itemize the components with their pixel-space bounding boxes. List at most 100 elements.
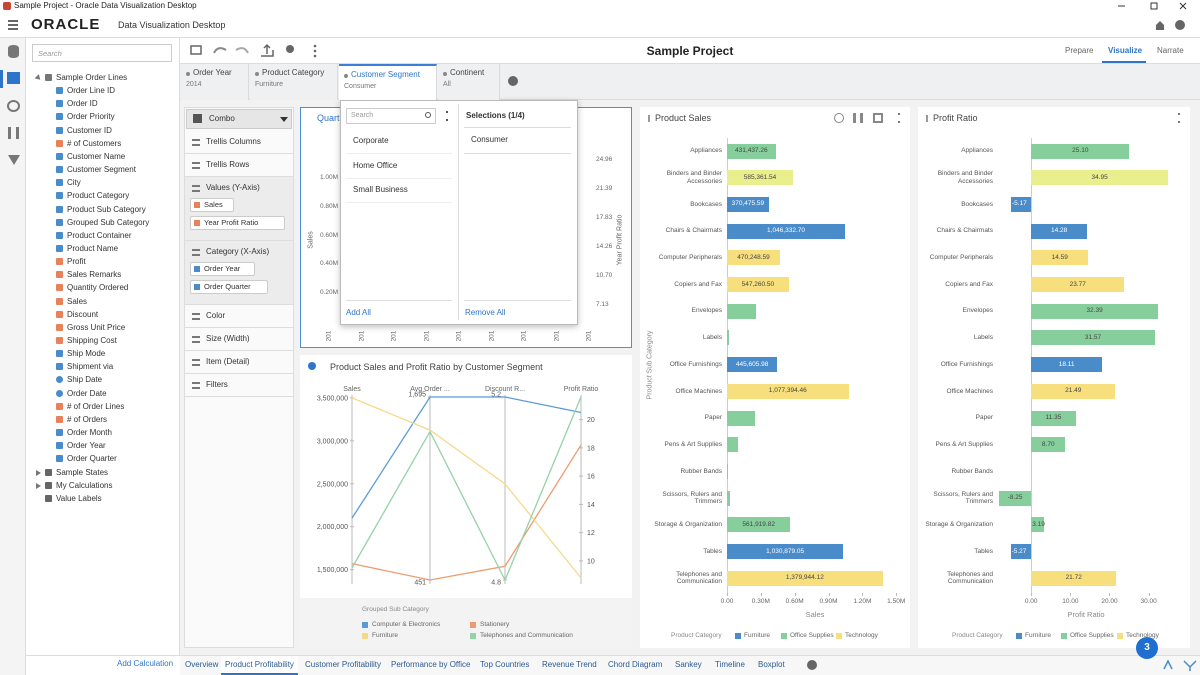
add-calculation[interactable]: Add Calculation (117, 659, 174, 668)
bar[interactable] (1031, 357, 1103, 373)
viz-tool[interactable] (873, 113, 883, 123)
data-element[interactable]: Value Labels (56, 493, 102, 503)
pill[interactable] (190, 198, 234, 212)
bar[interactable] (1031, 277, 1125, 292)
menu-button[interactable] (6, 18, 20, 32)
data-element[interactable]: Ship Date (67, 375, 103, 385)
nav-charts[interactable] (8, 127, 19, 139)
bar[interactable] (727, 170, 794, 186)
filter-option[interactable]: Corporate (353, 136, 389, 145)
canvas-tab[interactable]: Top Countries (480, 660, 530, 669)
data-element[interactable]: Ship Mode (67, 349, 106, 359)
data-element[interactable]: Order Priority (67, 112, 115, 122)
data-element[interactable]: Sample Order Lines (56, 73, 128, 82)
bar[interactable] (1031, 570, 1117, 586)
bar[interactable] (727, 357, 778, 373)
pill[interactable] (190, 262, 255, 276)
data-element[interactable]: My Calculations (56, 480, 113, 490)
viz-tool[interactable] (834, 113, 844, 123)
canvas-tab[interactable]: Overview (185, 660, 219, 669)
bar[interactable] (727, 303, 757, 319)
nav-filter[interactable] (8, 155, 20, 165)
bar[interactable] (727, 277, 789, 292)
bar[interactable] (727, 517, 791, 533)
bar[interactable] (1031, 223, 1088, 239)
canvas-tab[interactable]: Customer Profitability (305, 660, 382, 669)
canvas-tab[interactable]: Boxplot (758, 660, 785, 669)
bar[interactable] (1031, 170, 1168, 186)
viz-menu[interactable] (1178, 113, 1180, 123)
add-all[interactable]: Add All (346, 308, 371, 317)
filter-pill[interactable]: Customer Segment Consumer (339, 64, 437, 100)
data-element[interactable]: Profit (67, 257, 86, 267)
mode-tab[interactable]: Prepare (1065, 46, 1094, 55)
bar[interactable] (727, 544, 844, 559)
export-icon[interactable] (261, 43, 274, 57)
canvas-tab[interactable]: Product Profitability (221, 656, 298, 675)
profit-viz[interactable] (918, 107, 1190, 648)
add-canvas[interactable] (807, 660, 817, 670)
canvas-tab[interactable]: Sankey (675, 660, 702, 669)
data-element[interactable]: # of Orders (67, 414, 108, 424)
header-icons[interactable] (1152, 18, 1192, 32)
bar[interactable] (1031, 517, 1044, 533)
bar[interactable] (727, 383, 849, 399)
data-element[interactable]: Order Line ID (67, 86, 116, 96)
data-element[interactable]: Discount (67, 309, 99, 319)
nav-data[interactable] (8, 45, 19, 58)
sales-viz[interactable] (640, 107, 910, 648)
mode-tab[interactable]: Visualize (1108, 46, 1143, 55)
nav-visualize[interactable] (7, 72, 20, 84)
viz-type-selector[interactable] (186, 109, 292, 129)
nav-explore[interactable] (7, 100, 20, 112)
bar[interactable] (1031, 303, 1158, 319)
footer-icons[interactable] (1160, 657, 1200, 673)
data-element[interactable]: Sales Remarks (67, 270, 122, 280)
canvas-tab[interactable]: Performance by Office (391, 660, 471, 669)
data-element[interactable]: Order ID (67, 99, 98, 109)
filter-option[interactable]: Home Office (353, 160, 398, 170)
data-element[interactable]: # of Customers (67, 138, 122, 148)
window-controls[interactable] (1110, 0, 1200, 12)
bar[interactable] (1031, 143, 1130, 159)
redo-icon[interactable] (235, 47, 249, 54)
pill[interactable] (190, 280, 268, 294)
canvas-tab[interactable]: Timeline (715, 660, 745, 669)
data-element[interactable]: Shipping Cost (67, 336, 117, 345)
data-element[interactable]: Order Date (67, 388, 107, 398)
toolbar-icons[interactable] (188, 42, 323, 60)
close[interactable] (1179, 2, 1187, 10)
data-element[interactable]: Customer ID (67, 125, 112, 135)
notification-badge[interactable]: 3 (1136, 637, 1158, 659)
data-element[interactable]: # of Order Lines (67, 401, 125, 411)
viz-tool[interactable] (853, 113, 863, 123)
bar[interactable] (1010, 544, 1032, 559)
bar[interactable] (1031, 250, 1089, 266)
data-element[interactable]: Order Month (67, 428, 112, 438)
help-icon[interactable] (1175, 20, 1185, 30)
home-icon[interactable] (1156, 21, 1164, 30)
filter-option[interactable]: Small Business (353, 185, 408, 194)
remove-all[interactable]: Remove All (465, 308, 506, 317)
data-search[interactable] (32, 44, 172, 62)
insights-icon[interactable] (286, 45, 294, 53)
bar[interactable] (727, 143, 776, 159)
filter-pill[interactable]: Continent All (438, 64, 500, 100)
popup-menu[interactable] (446, 111, 448, 121)
data-element[interactable]: Gross Unit Price (67, 322, 126, 332)
pill[interactable] (190, 216, 286, 230)
data-element[interactable]: Product Category (67, 191, 130, 201)
data-element[interactable]: Order Quarter (67, 454, 117, 464)
data-element[interactable]: Product Name (67, 243, 119, 253)
bar[interactable] (998, 490, 1032, 506)
data-element[interactable]: Order Year (67, 441, 106, 451)
bar[interactable] (727, 223, 846, 239)
bar[interactable] (1031, 410, 1076, 426)
viz-menu[interactable] (898, 113, 900, 123)
mode-tab[interactable]: Narrate (1157, 46, 1184, 55)
filter-pill[interactable]: Order Year 2014 (181, 64, 249, 100)
present-icon[interactable] (190, 45, 202, 55)
bar[interactable] (1031, 437, 1066, 453)
add-filter[interactable] (508, 76, 518, 86)
bar[interactable] (1031, 383, 1116, 399)
